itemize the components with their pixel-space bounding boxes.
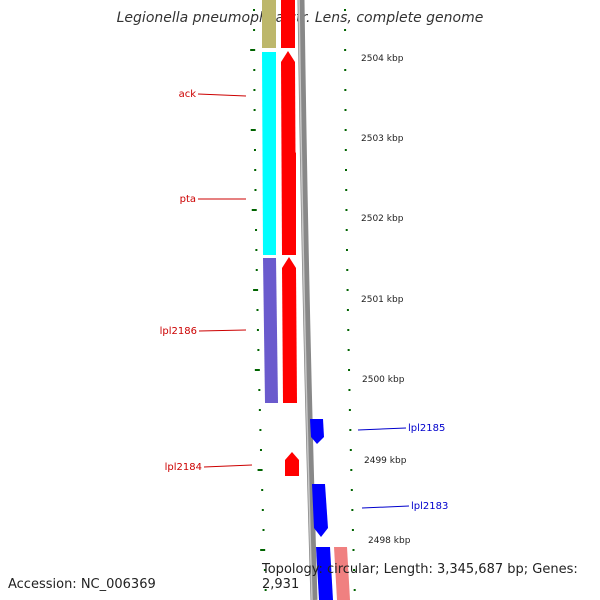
gene-label-leader-lpl2183 xyxy=(361,505,410,509)
cog-block-lpl2186[interactable] xyxy=(263,258,278,403)
plus-strand-genes xyxy=(310,419,333,600)
gene-arrow-lpl2185[interactable] xyxy=(310,419,324,444)
scale-label: 2498 kbp xyxy=(368,536,411,546)
gene-label-lpl2184[interactable]: lpl2184 xyxy=(165,462,202,473)
gene-label-ack[interactable]: ack xyxy=(179,89,197,100)
accession-text: Accession: NC_006369 xyxy=(8,577,156,592)
genome-backbone xyxy=(297,0,318,600)
scale-labels: 2504 kbp 2503 kbp 2502 kbp 2501 kbp 2500 kbp… xyxy=(361,54,411,546)
genome-backbone-highlight xyxy=(298,0,313,600)
cog-block-ack-pta[interactable] xyxy=(262,52,276,255)
gene-label-leader-lpl2185 xyxy=(357,427,407,431)
gene-label-lpl2186[interactable]: lpl2186 xyxy=(160,326,197,337)
scale-label: 2504 kbp xyxy=(361,54,404,64)
gene-arrow-lpl2184[interactable] xyxy=(285,452,299,476)
gene-label-leader-lpl2184 xyxy=(203,464,253,468)
gene-label-pta[interactable]: pta xyxy=(180,194,196,205)
gene-label-lpl2183[interactable]: lpl2183 xyxy=(411,501,448,512)
gene-arrow-lpl2186[interactable] xyxy=(282,257,297,403)
gene-arrow-pta[interactable] xyxy=(282,142,296,255)
gene-arrow-upstream[interactable] xyxy=(281,0,295,48)
cog-block-olive[interactable] xyxy=(262,0,276,48)
scale-label: 2500 kbp xyxy=(362,375,405,385)
scale-label: 2503 kbp xyxy=(361,134,404,144)
gene-label-leader-lpl2186 xyxy=(198,329,247,332)
minus-strand-genes xyxy=(281,0,299,476)
gene-labels: ack pta lpl2186 lpl2184 lpl2185 lpl2183 xyxy=(160,89,449,512)
gene-arrow-downstream[interactable] xyxy=(316,547,333,600)
gene-arrow-lpl2183[interactable] xyxy=(312,484,328,537)
scale-label: 2502 kbp xyxy=(361,214,404,224)
cog-block-pink[interactable] xyxy=(334,547,350,600)
ruler-ticks xyxy=(250,9,356,591)
genome-summary-text: Topology: circular; Length: 3,345,687 bp… xyxy=(262,562,578,592)
scale-label: 2499 kbp xyxy=(364,456,407,466)
scale-label: 2501 kbp xyxy=(361,295,404,305)
gene-label-lpl2185[interactable]: lpl2185 xyxy=(408,423,445,434)
cog-ring xyxy=(262,0,350,600)
gene-label-leader-ack xyxy=(197,93,247,97)
